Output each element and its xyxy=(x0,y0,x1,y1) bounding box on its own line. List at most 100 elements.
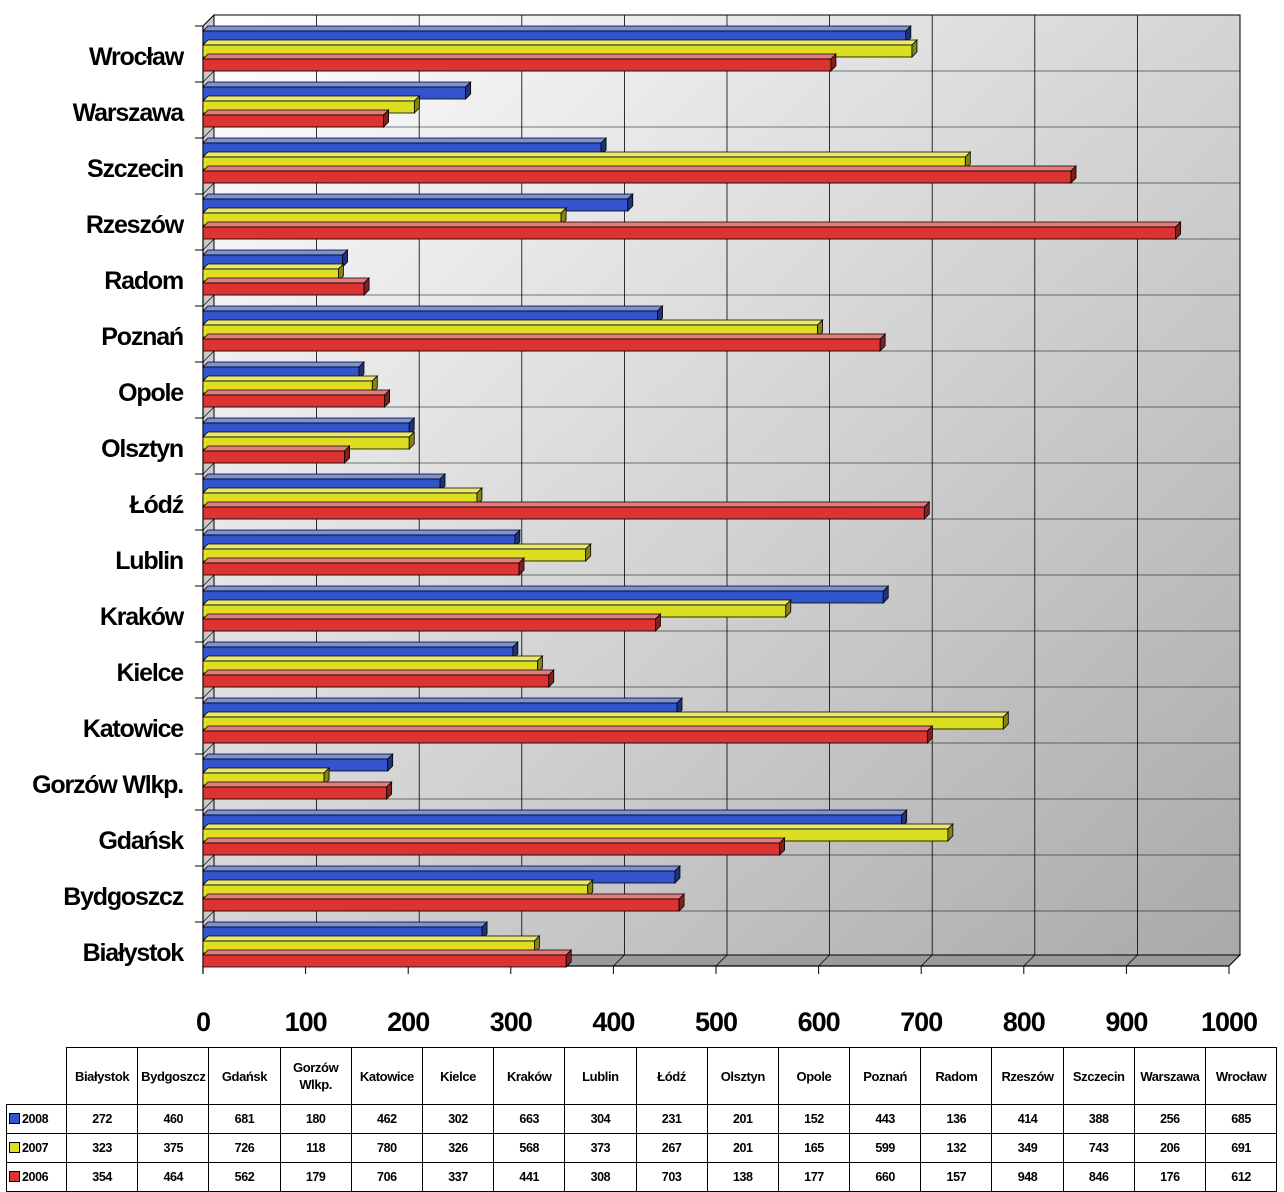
table-cell: 441 xyxy=(493,1162,566,1192)
legend-swatch xyxy=(9,1142,20,1153)
table-cell: 132 xyxy=(920,1133,993,1163)
legend-entry: 2006 xyxy=(6,1162,67,1192)
table-column-header: Poznań xyxy=(849,1047,922,1105)
side-gridline xyxy=(202,238,215,251)
table-cell: 152 xyxy=(777,1104,851,1134)
table-cell: 414 xyxy=(991,1104,1064,1134)
table-cell: 349 xyxy=(991,1133,1064,1163)
x-tick-label: 1000 xyxy=(1201,1007,1257,1037)
legend-entry: 2008 xyxy=(6,1104,67,1134)
bar-2006 xyxy=(202,165,1077,184)
side-gridline xyxy=(202,70,215,83)
y-category-label: Kielce xyxy=(117,659,185,687)
side-gridline xyxy=(202,126,215,139)
table-column-header: Kraków xyxy=(493,1047,566,1105)
table-cell: 681 xyxy=(208,1104,281,1134)
side-gridline xyxy=(202,686,215,699)
table-row: 2006 354 464 562 179 706 337 441 308 703 138 177 660… xyxy=(6,1162,1278,1192)
floor-gridline xyxy=(920,954,933,967)
y-category-label: Radom xyxy=(104,267,183,295)
y-category-label: Białystok xyxy=(83,939,185,967)
table-cell: 323 xyxy=(65,1133,139,1163)
table-cell: 612 xyxy=(1204,1162,1278,1192)
x-tick-label: 600 xyxy=(798,1007,840,1037)
floor-gridline xyxy=(715,954,728,967)
side-gridline xyxy=(202,742,215,755)
table-cell: 180 xyxy=(279,1104,352,1134)
legend-swatch xyxy=(9,1113,20,1124)
table-cell: 206 xyxy=(1133,1133,1207,1163)
side-gridline xyxy=(202,294,215,307)
table-cell: 568 xyxy=(493,1133,566,1163)
legend-label: 2007 xyxy=(22,1141,49,1155)
bar-2006 xyxy=(202,277,371,296)
table-cell: 948 xyxy=(991,1162,1064,1192)
table-cell: 375 xyxy=(137,1133,210,1163)
y-category-label: Lublin xyxy=(115,547,183,575)
table-column-header: Gorzów Wlkp. xyxy=(279,1047,352,1105)
bar-chart: 0 100 200 300 400 500 600 700 800 900 1000 Białysto… xyxy=(32,13,1258,1037)
table-cell: 326 xyxy=(421,1133,495,1163)
side-gridline xyxy=(202,182,215,195)
table-cell: 780 xyxy=(350,1133,423,1163)
legend-label: 2008 xyxy=(22,1112,49,1126)
x-tick-label: 800 xyxy=(1003,1007,1045,1037)
table-cell: 165 xyxy=(777,1133,851,1163)
table-cell: 201 xyxy=(706,1104,779,1134)
table-cell: 308 xyxy=(564,1162,637,1192)
bar-2006 xyxy=(202,445,351,464)
table-cell: 691 xyxy=(1204,1133,1278,1163)
table-column-header: Łódź xyxy=(635,1047,708,1105)
y-category-label: Opole xyxy=(118,379,184,407)
table-cell: 118 xyxy=(279,1133,352,1163)
y-category-label: Gdańsk xyxy=(99,827,185,855)
table-cell: 599 xyxy=(849,1133,922,1163)
floor-gridline xyxy=(1228,954,1241,967)
bar-2006 xyxy=(202,669,555,688)
table-column-header: Lublin xyxy=(564,1047,637,1105)
table-column-header: Rzeszów xyxy=(991,1047,1064,1105)
bar-2006 xyxy=(202,949,573,968)
y-category-label: Olsztyn xyxy=(101,435,183,463)
table-column-header: Szczecin xyxy=(1062,1047,1135,1105)
bar-2008 xyxy=(202,921,489,940)
bar-2006 xyxy=(202,725,934,744)
side-gridline xyxy=(202,406,215,419)
table-cell: 267 xyxy=(635,1133,708,1163)
side-gridline xyxy=(202,574,215,587)
data-table: Białystok Bydgoszcz Gdańsk Gorzów Wlkp. Kato… xyxy=(6,1047,1278,1192)
table-cell: 201 xyxy=(706,1133,779,1163)
y-category-label: Bydgoszcz xyxy=(63,883,183,911)
table-cell: 743 xyxy=(1062,1133,1135,1163)
table-cell: 726 xyxy=(208,1133,281,1163)
table-row: 2007 323 375 726 118 780 326 568 373 267 201 165 599… xyxy=(6,1133,1278,1163)
table-cell: 846 xyxy=(1062,1162,1135,1192)
bar-2006 xyxy=(202,389,391,408)
table-cell: 663 xyxy=(493,1104,566,1134)
legend-swatch xyxy=(9,1171,20,1182)
bar-2006 xyxy=(202,53,837,72)
table-column-header: Olsztyn xyxy=(706,1047,779,1105)
side-gridline xyxy=(202,518,215,531)
bar-2006 xyxy=(202,613,662,632)
side-gridline xyxy=(202,350,215,363)
table-cell: 443 xyxy=(849,1104,922,1134)
y-category-label: Kraków xyxy=(100,603,185,631)
table-cell: 136 xyxy=(920,1104,993,1134)
table-column-header: Katowice xyxy=(350,1047,423,1105)
x-tick-label: 100 xyxy=(285,1007,327,1037)
floor-gridline xyxy=(818,954,830,967)
x-tick-label: 300 xyxy=(490,1007,532,1037)
table-cell: 706 xyxy=(350,1162,423,1192)
table-cell: 176 xyxy=(1133,1162,1207,1192)
table-cell: 337 xyxy=(421,1162,495,1192)
side-gridline xyxy=(202,462,215,475)
bar-2006 xyxy=(202,893,686,912)
table-row: 2008 272 460 681 180 462 302 663 304 231 201 152 443… xyxy=(6,1104,1278,1134)
bar-2006 xyxy=(202,333,887,352)
y-category-label: Rzeszów xyxy=(86,211,185,239)
table-cell: 304 xyxy=(564,1104,637,1134)
chart-svg: 0 100 200 300 400 500 600 700 800 900 1000 Białysto… xyxy=(32,13,1258,1037)
side-gridline xyxy=(202,630,215,643)
table-column-header: Opole xyxy=(777,1047,851,1105)
